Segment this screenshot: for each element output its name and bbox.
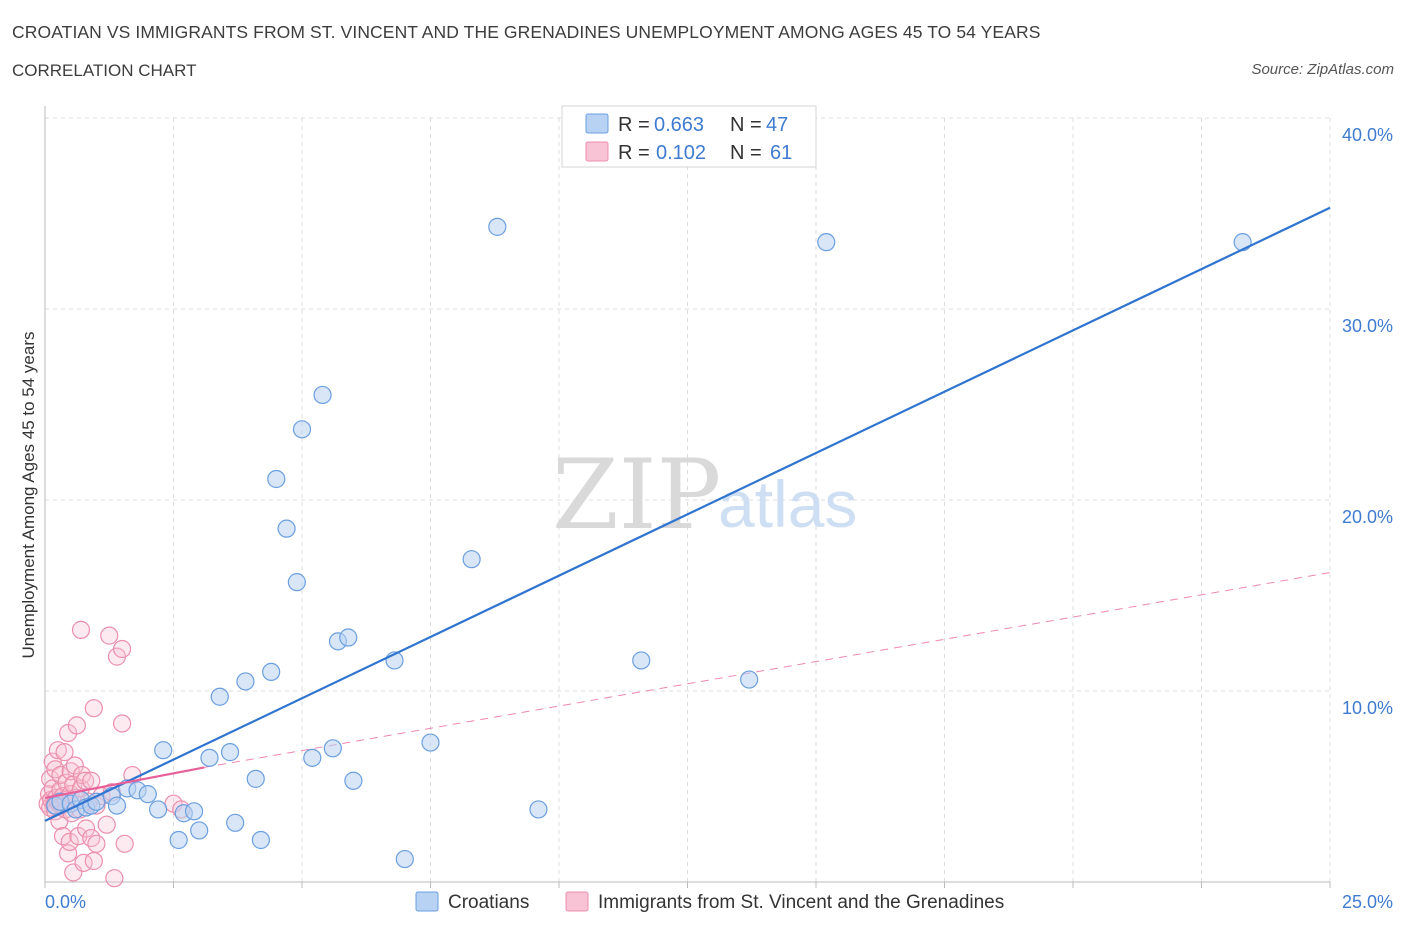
pink-data-point bbox=[72, 765, 92, 785]
x-tick-label: 0.0% bbox=[45, 892, 86, 912]
pink-data-point bbox=[82, 828, 101, 848]
chart-subtitle: CORRELATION CHART bbox=[12, 61, 197, 80]
pink-data-point bbox=[67, 716, 86, 735]
source-credit: Source: ZipAtlas.com bbox=[1251, 61, 1394, 78]
legend-r-value-2: 0.102 bbox=[656, 142, 706, 164]
blue-trend-group bbox=[44, 206, 1331, 822]
blue-data-point bbox=[262, 662, 281, 682]
bottom-legend-immigrants: Immigrants from St. Vincent and the Gren… bbox=[598, 892, 1004, 913]
y-axis-label: Unemployment Among Ages 45 to 54 years bbox=[19, 332, 38, 659]
legend-r-value-1: 0.663 bbox=[654, 114, 704, 136]
pink-data-point bbox=[115, 834, 134, 853]
blue-data-point bbox=[107, 796, 127, 815]
pink-data-point bbox=[84, 699, 103, 718]
legend-swatch-pink bbox=[585, 141, 609, 162]
pink-trend-extension bbox=[204, 572, 1331, 768]
pink-data-point bbox=[82, 771, 101, 790]
blue-data-point bbox=[292, 420, 312, 439]
legend-r-label-1: R = bbox=[618, 114, 650, 136]
blue-data-point bbox=[817, 233, 836, 252]
pink-data-point bbox=[100, 626, 119, 645]
legend-n-label-1: N = bbox=[730, 114, 762, 136]
chart-title: CROATIAN VS IMMIGRANTS FROM ST. VINCENT … bbox=[12, 22, 1041, 42]
x-tick-label: 25.0% bbox=[1342, 892, 1393, 912]
blue-data-point bbox=[462, 550, 481, 569]
pink-data-point bbox=[48, 741, 67, 760]
blue-data-point bbox=[488, 217, 507, 236]
blue-data-point bbox=[529, 800, 548, 819]
blue-data-point bbox=[632, 651, 651, 670]
blue-data-point bbox=[190, 821, 209, 840]
blue-data-point bbox=[226, 813, 245, 832]
blue-data-point bbox=[148, 800, 168, 819]
blue-data-point bbox=[303, 748, 322, 767]
blue-data-point bbox=[313, 385, 332, 405]
axes bbox=[44, 106, 1331, 888]
top-legend: R = 0.663 N = 47 R = 0.102 N = 61 bbox=[561, 105, 817, 168]
blue-data-point bbox=[287, 573, 306, 592]
blue-data-point bbox=[251, 830, 270, 850]
legend-swatch-blue bbox=[585, 113, 609, 134]
pink-data-point bbox=[84, 851, 103, 871]
watermark-atlas: atlas bbox=[718, 467, 857, 541]
y-tick-label: 40.0% bbox=[1342, 125, 1393, 145]
pink-data-point bbox=[77, 819, 96, 838]
pink-data-point bbox=[65, 756, 84, 775]
blue-data-point bbox=[184, 802, 204, 821]
blue-data-point bbox=[138, 785, 157, 804]
pink-data-point bbox=[105, 869, 124, 888]
blue-data-point bbox=[421, 733, 440, 752]
bottom-legend-swatch-blue bbox=[415, 891, 439, 912]
bottom-legend-croatians: Croatians bbox=[448, 892, 529, 913]
blue-data-point bbox=[267, 469, 286, 489]
bottom-legend-swatch-pink bbox=[565, 891, 589, 912]
blue-data-point bbox=[395, 849, 414, 869]
pink-data-point bbox=[97, 815, 116, 834]
pink-data-point bbox=[112, 714, 132, 733]
blue-data-point bbox=[323, 739, 342, 758]
blue-data-point bbox=[277, 519, 296, 538]
y-tick-label: 10.0% bbox=[1342, 698, 1393, 718]
legend-n-value-1: 47 bbox=[766, 114, 788, 136]
y-tick-label: 30.0% bbox=[1342, 316, 1393, 336]
blue-data-point bbox=[200, 748, 219, 767]
legend-r-label-2: R = bbox=[618, 142, 650, 164]
pink-data-point bbox=[112, 639, 132, 659]
blue-data-point bbox=[1233, 233, 1252, 252]
blue-data-point bbox=[210, 687, 229, 706]
blue-data-point bbox=[740, 670, 759, 689]
blue-data-point bbox=[220, 743, 240, 762]
blue-data-point bbox=[169, 830, 188, 850]
pink-trend-line bbox=[44, 766, 205, 800]
y-tick-label: 20.0% bbox=[1342, 507, 1393, 527]
blue-data-point bbox=[154, 741, 173, 760]
watermark: ZIP atlas bbox=[552, 439, 857, 551]
bottom-legend: Croatians Immigrants from St. Vincent an… bbox=[415, 891, 1004, 913]
legend-n-label-2: N = bbox=[730, 142, 762, 164]
pink-data-point bbox=[60, 832, 79, 851]
blue-data-point bbox=[246, 769, 265, 788]
pink-data-point bbox=[55, 743, 74, 762]
tick-labels: 10.0% 20.0% 30.0% 40.0% 0.0% 25.0% bbox=[45, 125, 1393, 912]
pink-data-point bbox=[46, 760, 65, 779]
blue-data-point bbox=[236, 672, 255, 691]
pink-data-point bbox=[59, 844, 78, 863]
pink-trend-group bbox=[204, 572, 1331, 768]
pink-data-point bbox=[87, 834, 106, 853]
blue-series bbox=[46, 217, 1252, 869]
blue-trend-line bbox=[44, 206, 1331, 822]
watermark-zip: ZIP bbox=[552, 439, 721, 551]
pink-data-point bbox=[71, 620, 91, 639]
legend-n-value-2: 61 bbox=[770, 142, 792, 164]
blue-data-point bbox=[339, 628, 358, 647]
blue-data-point bbox=[344, 771, 363, 790]
